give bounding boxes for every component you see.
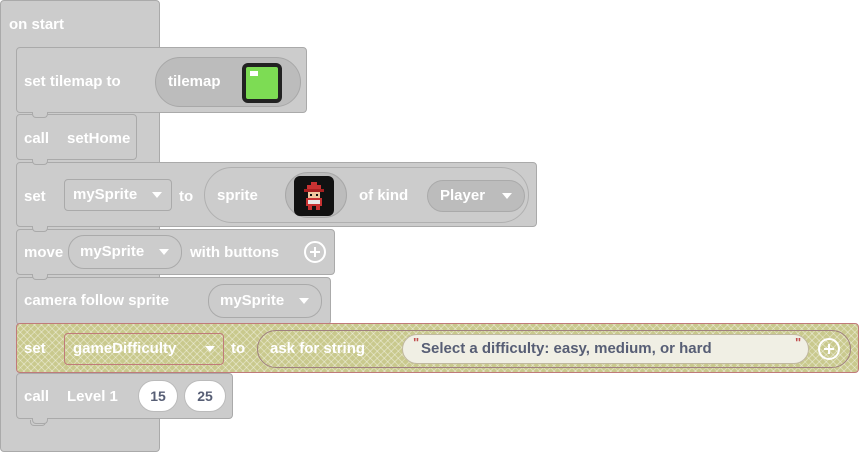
variable-dropdown-mysprite[interactable]: mySprite bbox=[64, 179, 172, 211]
variable-dropdown-mysprite[interactable]: mySprite bbox=[208, 284, 322, 318]
variable-dropdown-mysprite[interactable]: mySprite bbox=[68, 235, 182, 269]
block-notch bbox=[32, 112, 48, 118]
ask-for-string-reporter[interactable]: ask for string " Select a difficulty: ea… bbox=[257, 330, 851, 368]
camera-follow-label: camera follow sprite bbox=[24, 292, 170, 309]
variable-name: mySprite bbox=[220, 292, 285, 309]
call-sethome-block[interactable]: call setHome bbox=[16, 114, 137, 160]
level1-function-name: Level 1 bbox=[67, 388, 118, 405]
kind-value: Player bbox=[440, 187, 486, 204]
variable-dropdown-gamedifficulty[interactable]: gameDifficulty bbox=[64, 333, 224, 365]
sprite-label: sprite bbox=[217, 187, 258, 204]
tilemap-thumbnail[interactable] bbox=[242, 63, 282, 103]
on-start-label: on start bbox=[9, 16, 65, 33]
chevron-down-icon bbox=[205, 346, 215, 352]
set-tilemap-label: set tilemap to bbox=[24, 73, 121, 90]
call-level1-block[interactable]: call Level 1 15 25 bbox=[16, 373, 233, 419]
set-label: set bbox=[24, 188, 46, 205]
expand-plus-icon[interactable] bbox=[304, 241, 326, 263]
move-label: move bbox=[24, 244, 64, 261]
chevron-down-icon bbox=[502, 193, 512, 199]
block-notch bbox=[32, 418, 48, 424]
sprite-thumbnail[interactable] bbox=[294, 176, 334, 216]
to-label: to bbox=[179, 188, 194, 205]
tilemap-icon bbox=[246, 67, 278, 99]
to-label: to bbox=[231, 340, 246, 357]
block-notch bbox=[32, 226, 48, 232]
chevron-down-icon bbox=[152, 192, 162, 198]
block-notch bbox=[32, 274, 48, 280]
camera-follow-block[interactable]: camera follow sprite mySprite bbox=[16, 277, 331, 325]
tilemap-reporter[interactable]: tilemap bbox=[155, 57, 301, 107]
set-label: set bbox=[24, 340, 46, 357]
with-buttons-label: with buttons bbox=[190, 244, 280, 261]
variable-name: mySprite bbox=[80, 243, 145, 260]
sethome-function-name: setHome bbox=[67, 130, 131, 147]
of-kind-label: of kind bbox=[359, 187, 409, 204]
set-tilemap-block[interactable]: set tilemap to tilemap bbox=[16, 47, 307, 113]
sprite-image-holder[interactable] bbox=[285, 172, 347, 218]
prompt-text: Select a difficulty: easy, medium, or ha… bbox=[421, 340, 712, 357]
call-label: call bbox=[24, 388, 50, 405]
player-sprite-icon bbox=[304, 182, 324, 210]
open-quote: " bbox=[413, 335, 420, 350]
tilemap-reporter-label: tilemap bbox=[168, 73, 221, 90]
expand-plus-icon[interactable] bbox=[818, 338, 840, 360]
argument-2-input[interactable]: 25 bbox=[184, 380, 226, 412]
ask-for-string-label: ask for string bbox=[270, 340, 366, 357]
call-label: call bbox=[24, 130, 50, 147]
kind-dropdown[interactable]: Player bbox=[427, 180, 525, 212]
sprite-of-kind-reporter[interactable]: sprite of kind Player bbox=[204, 167, 529, 223]
prompt-string-input[interactable]: " Select a difficulty: easy, medium, or … bbox=[402, 334, 809, 364]
tilemap-icon-highlight bbox=[250, 71, 258, 76]
chevron-down-icon bbox=[159, 249, 169, 255]
set-difficulty-block[interactable]: set gameDifficulty to ask for string " S… bbox=[16, 323, 859, 373]
argument-1-input[interactable]: 15 bbox=[138, 380, 178, 412]
close-quote: " bbox=[795, 335, 802, 350]
variable-name: gameDifficulty bbox=[73, 340, 177, 357]
chevron-down-icon bbox=[299, 298, 309, 304]
variable-name: mySprite bbox=[73, 186, 138, 203]
set-sprite-block[interactable]: set mySprite to sprite bbox=[16, 162, 537, 227]
block-notch bbox=[32, 159, 48, 165]
move-with-buttons-block[interactable]: move mySprite with buttons bbox=[16, 229, 335, 275]
